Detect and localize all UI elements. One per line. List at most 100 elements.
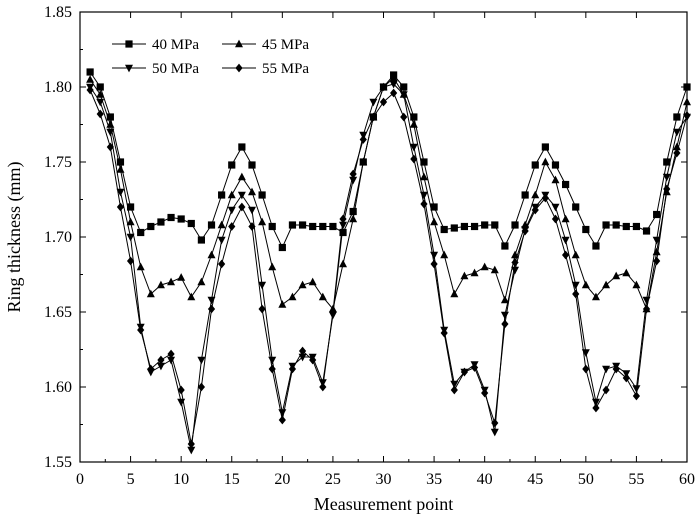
data-point: [248, 161, 256, 169]
data-point: [673, 113, 681, 121]
legend-marker: [235, 39, 243, 48]
x-tick-label: 5: [127, 471, 135, 488]
data-point: [106, 128, 115, 137]
data-point: [430, 217, 439, 226]
data-point: [490, 428, 499, 437]
data-point: [420, 158, 428, 166]
data-point: [571, 281, 580, 290]
data-point: [329, 222, 337, 231]
data-point: [450, 380, 459, 389]
data-point: [460, 222, 469, 231]
y-tick-label: 1.70: [44, 229, 72, 246]
data-point: [116, 202, 125, 212]
legend-label: 55 MPa: [262, 61, 309, 77]
data-point: [551, 175, 560, 184]
data-point: [521, 191, 529, 199]
legend-marker: [235, 63, 243, 73]
data-point: [400, 83, 408, 91]
data-point: [136, 262, 145, 271]
data-point: [440, 250, 449, 259]
data-point: [218, 191, 226, 199]
data-point: [106, 113, 114, 121]
data-point: [237, 191, 246, 200]
data-point: [298, 280, 307, 289]
y-axis-title: Ring thickness (mm): [4, 162, 25, 313]
data-point: [410, 113, 418, 121]
data-point: [551, 203, 560, 212]
data-point: [450, 224, 458, 232]
data-point: [318, 292, 327, 301]
data-point: [268, 356, 277, 365]
data-point: [409, 143, 418, 152]
data-point: [288, 364, 297, 374]
data-point: [410, 154, 418, 164]
data-point: [96, 83, 104, 91]
data-point: [400, 112, 408, 122]
data-point: [389, 73, 398, 82]
data-point: [430, 251, 439, 260]
data-point: [247, 206, 256, 215]
legend-marker: [125, 40, 133, 48]
y-tick-label: 1.80: [44, 79, 72, 96]
data-point: [572, 289, 580, 299]
x-tick-label: 10: [173, 471, 189, 488]
data-point: [268, 364, 276, 374]
data-point: [420, 199, 428, 209]
data-point: [409, 120, 418, 128]
data-point: [561, 236, 570, 245]
data-point: [511, 258, 519, 267]
data-point: [268, 262, 277, 271]
data-point: [430, 203, 438, 211]
x-tick-label: 55: [628, 471, 644, 488]
data-point: [622, 222, 630, 231]
data-point: [521, 226, 529, 236]
data-point: [247, 187, 256, 196]
data-point: [278, 243, 286, 252]
data-point: [187, 446, 196, 455]
data-point: [551, 214, 560, 224]
legend-item: 50 MPa: [112, 61, 199, 77]
y-tick-label: 1.60: [44, 379, 72, 396]
data-point: [591, 292, 600, 301]
data-point: [592, 242, 600, 250]
data-point: [319, 382, 327, 392]
y-tick-label: 1.65: [44, 304, 72, 321]
data-point: [490, 265, 499, 274]
series-40-mpa: [86, 68, 691, 252]
data-point: [167, 349, 175, 359]
plot-frame: [79, 11, 688, 463]
data-point: [298, 353, 307, 362]
data-point: [126, 256, 135, 266]
data-point: [369, 112, 377, 122]
legend-label: 45 MPa: [262, 37, 309, 53]
data-point: [663, 184, 671, 194]
data-point: [572, 203, 580, 211]
data-point: [137, 325, 145, 335]
data-point: [349, 207, 357, 216]
x-tick-label: 40: [477, 471, 493, 488]
data-point: [86, 68, 94, 76]
data-point: [470, 363, 479, 372]
data-point: [390, 88, 398, 98]
x-tick-label: 35: [426, 471, 442, 488]
data-point: [96, 109, 104, 119]
data-point: [308, 277, 317, 286]
data-point: [106, 142, 114, 152]
data-point: [126, 217, 135, 226]
data-point: [167, 213, 175, 222]
data-point: [652, 236, 661, 245]
legend-label: 50 MPa: [152, 61, 199, 77]
data-point: [663, 158, 671, 166]
data-point: [156, 280, 165, 289]
series-line: [89, 89, 688, 445]
data-point: [612, 221, 620, 229]
data-point: [541, 143, 549, 151]
data-point: [309, 355, 317, 365]
data-point: [662, 173, 671, 182]
data-point: [602, 385, 610, 395]
data-point: [126, 203, 135, 211]
data-point: [238, 202, 246, 212]
data-point: [258, 304, 266, 314]
data-point: [116, 188, 125, 197]
